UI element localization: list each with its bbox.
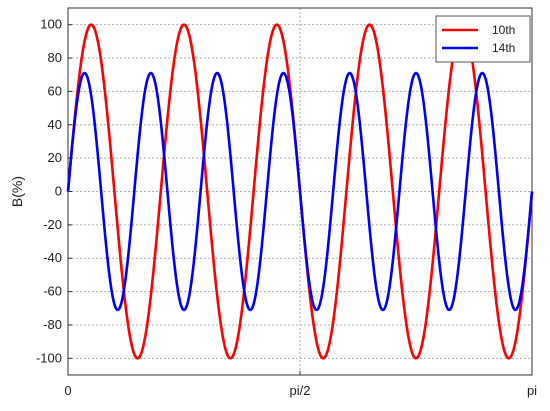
y-tick-label: -80 [43, 317, 62, 332]
legend: 10th 14th [435, 15, 531, 63]
y-tick-label: 20 [48, 150, 62, 165]
legend-label: 14th [492, 41, 515, 55]
x-tick-label: pi [527, 383, 537, 398]
y-tick-label: -20 [43, 217, 62, 232]
y-tick-label: 0 [55, 184, 62, 199]
legend-label: 10th [492, 23, 515, 37]
x-tick-label: pi/2 [290, 383, 311, 398]
x-tick-labels: 0 pi/2 pi [64, 383, 537, 398]
series-line-14th [66, 71, 534, 312]
y-tick-label: 40 [48, 117, 62, 132]
y-axis-label: B(%) [9, 176, 25, 207]
y-tick-label: -40 [43, 250, 62, 265]
y-tick-labels: 100 80 60 40 20 0 -20 -40 -60 -80 -100 [36, 17, 62, 366]
y-tick-label: 80 [48, 50, 62, 65]
y-tick-label: -100 [36, 350, 62, 365]
y-tick-label: -60 [43, 284, 62, 299]
y-tick-label: 60 [48, 83, 62, 98]
x-tick-label: 0 [64, 383, 71, 398]
y-tick-label: 100 [40, 17, 62, 32]
grid [67, 8, 533, 375]
legend-box [435, 15, 531, 63]
